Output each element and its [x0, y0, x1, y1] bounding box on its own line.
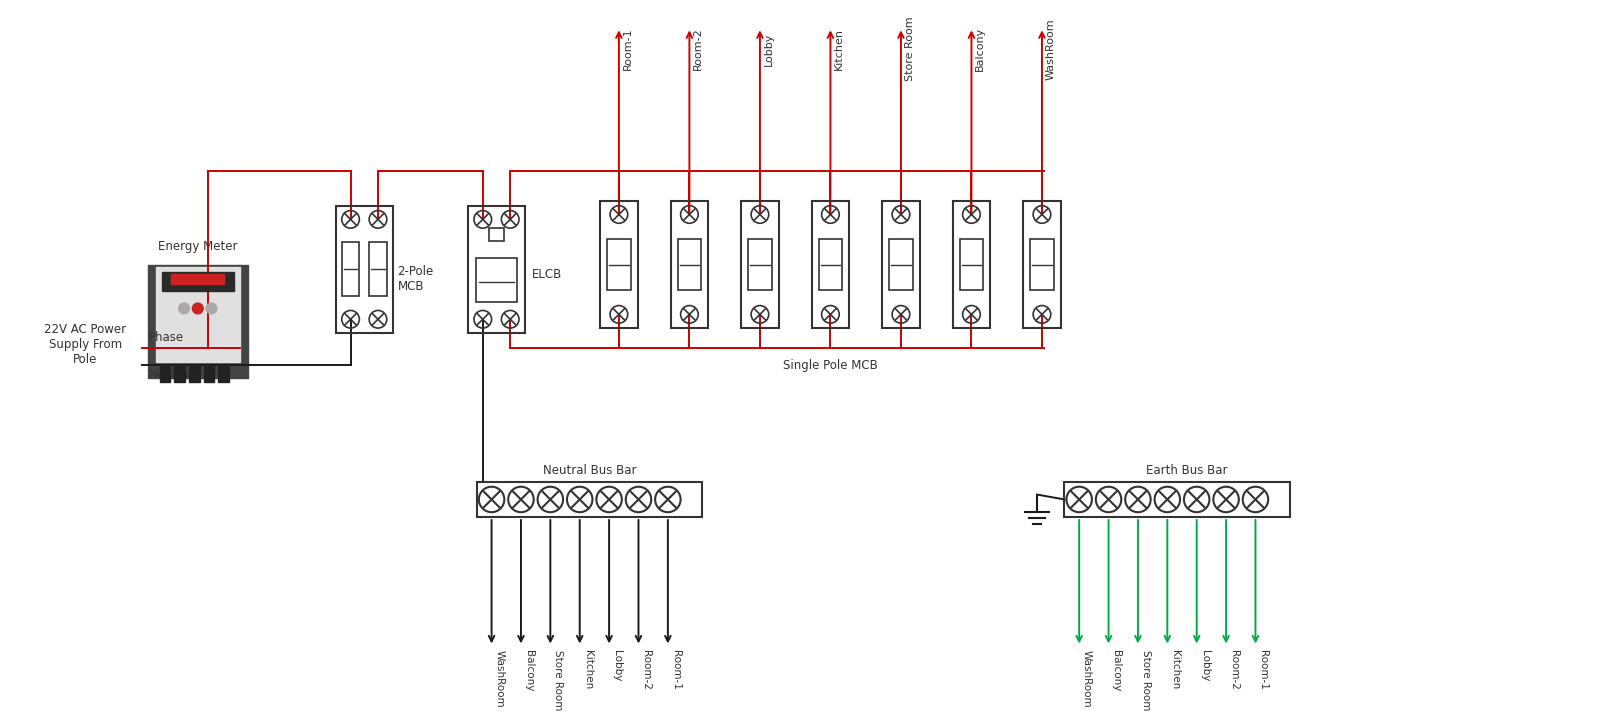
- Text: Lobby: Lobby: [1200, 650, 1210, 682]
- Text: Kitchen: Kitchen: [834, 28, 844, 70]
- Bar: [172, 274, 225, 283]
- Bar: [190, 365, 199, 382]
- Bar: [204, 365, 214, 382]
- Bar: [159, 365, 170, 382]
- Bar: [670, 201, 709, 328]
- Text: Room-1: Room-1: [1258, 650, 1268, 690]
- Bar: [370, 242, 387, 296]
- Bar: [162, 272, 235, 291]
- Text: Kitchen: Kitchen: [1170, 650, 1180, 690]
- Text: Room-2: Room-2: [693, 27, 704, 70]
- Text: Neutral Bus Bar: Neutral Bus Bar: [543, 464, 636, 477]
- Text: ELCB: ELCB: [532, 268, 562, 281]
- Bar: [601, 201, 638, 328]
- Bar: [889, 239, 913, 290]
- Bar: [812, 201, 848, 328]
- Bar: [1024, 201, 1061, 328]
- Bar: [741, 201, 778, 328]
- Text: Phase: Phase: [149, 330, 183, 343]
- Text: Balcony: Balcony: [524, 650, 534, 692]
- Circle shape: [178, 303, 190, 314]
- Bar: [1064, 482, 1290, 517]
- Bar: [959, 239, 983, 290]
- Text: Room-2: Room-2: [641, 650, 651, 690]
- Circle shape: [206, 303, 217, 314]
- Text: Energy Meter: Energy Meter: [157, 240, 238, 253]
- Text: WashRoom: WashRoom: [495, 650, 505, 708]
- Bar: [1030, 239, 1054, 290]
- Bar: [476, 257, 517, 301]
- Text: Lobby: Lobby: [763, 33, 775, 66]
- Text: Neutral: Neutral: [149, 368, 193, 381]
- Circle shape: [193, 303, 202, 314]
- Bar: [607, 239, 630, 290]
- Bar: [336, 205, 392, 333]
- Text: Lobby: Lobby: [612, 650, 622, 682]
- Text: Single Pole MCB: Single Pole MCB: [783, 359, 877, 372]
- Text: Balcony: Balcony: [1112, 650, 1122, 692]
- Bar: [477, 482, 702, 517]
- Bar: [749, 239, 771, 290]
- Text: Room-2: Room-2: [1229, 650, 1239, 690]
- Bar: [219, 365, 230, 382]
- Text: Store Room: Store Room: [905, 17, 914, 81]
- Bar: [818, 239, 842, 290]
- Bar: [156, 267, 239, 362]
- Text: 2-Pole
MCB: 2-Pole MCB: [397, 265, 434, 293]
- Bar: [678, 239, 701, 290]
- Bar: [148, 265, 247, 377]
- Text: WashRoom: WashRoom: [1046, 18, 1056, 80]
- Bar: [882, 201, 919, 328]
- Text: Balcony: Balcony: [975, 27, 985, 71]
- Text: Earth Bus Bar: Earth Bus Bar: [1146, 464, 1228, 477]
- Text: WashRoom: WashRoom: [1082, 650, 1093, 708]
- Bar: [489, 228, 505, 241]
- Bar: [174, 365, 185, 382]
- Text: Room-1: Room-1: [624, 27, 633, 70]
- Text: Store Room: Store Room: [1141, 650, 1151, 711]
- Text: 22V AC Power
Supply From
Pole: 22V AC Power Supply From Pole: [43, 323, 127, 367]
- Bar: [342, 242, 360, 296]
- Text: Store Room: Store Room: [553, 650, 564, 711]
- Bar: [953, 201, 990, 328]
- Bar: [468, 205, 525, 333]
- Text: Kitchen: Kitchen: [583, 650, 593, 690]
- Text: Room-1: Room-1: [670, 650, 681, 690]
